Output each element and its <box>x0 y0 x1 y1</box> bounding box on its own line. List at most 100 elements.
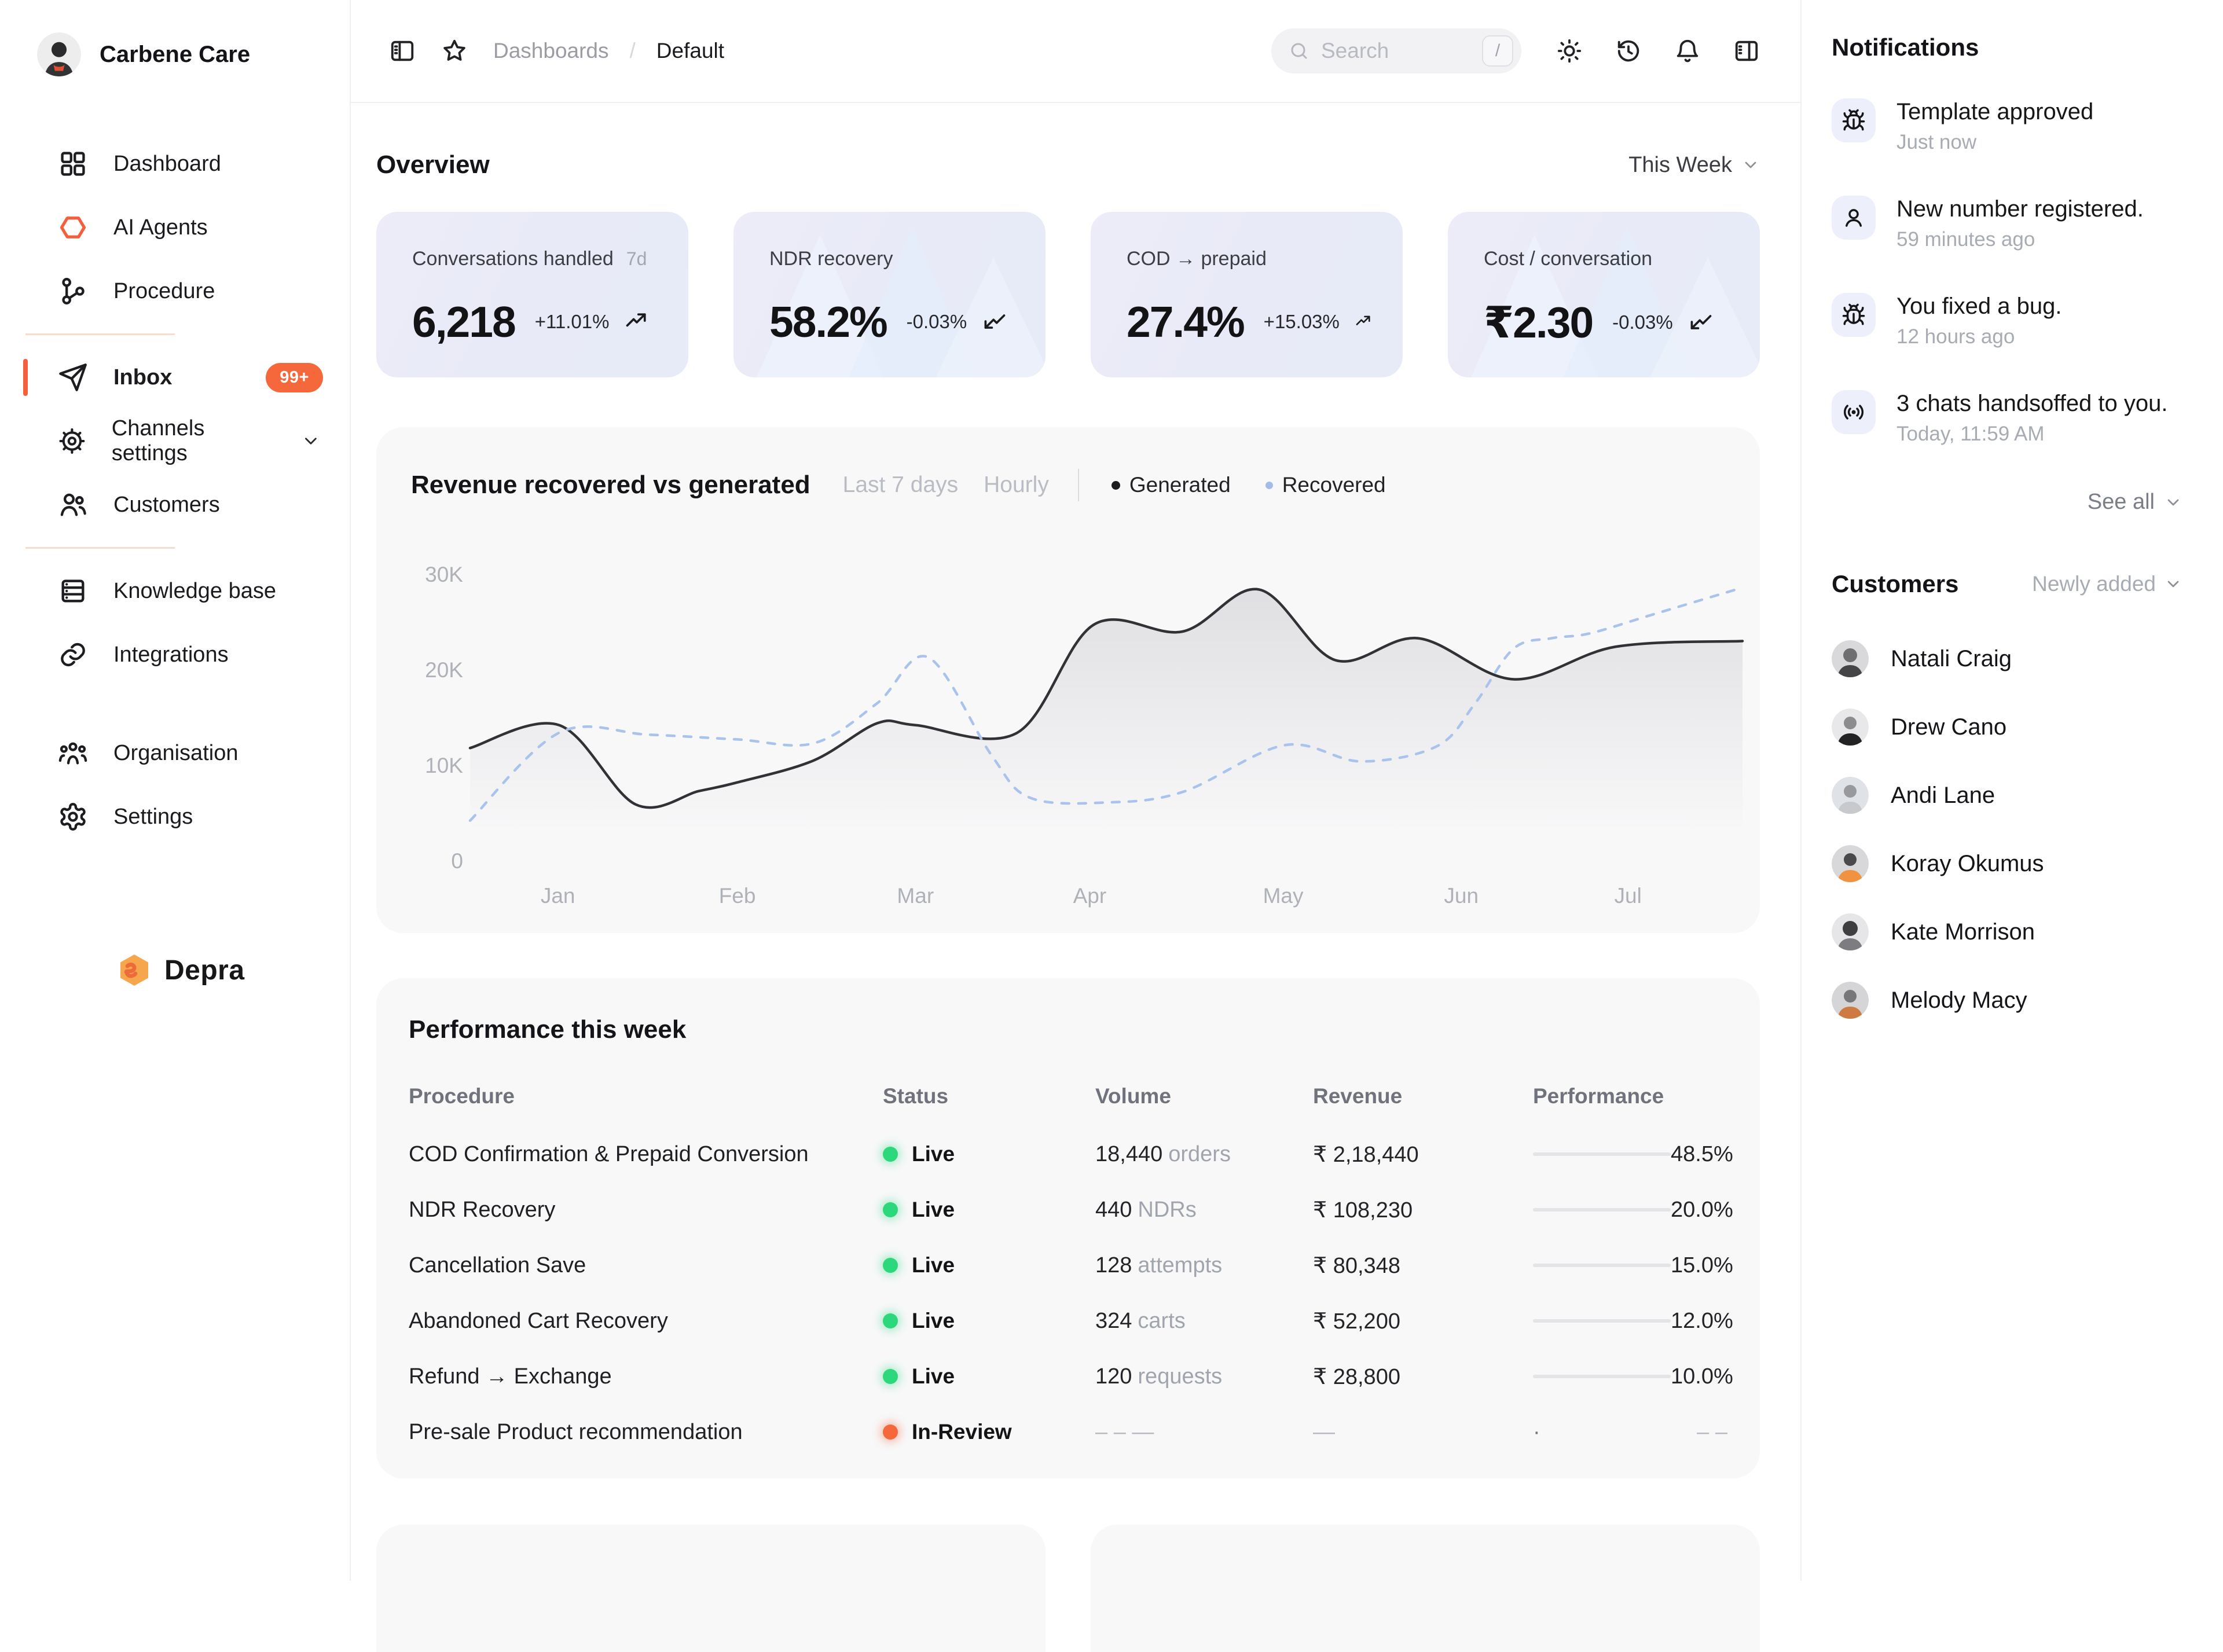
performance-table-header: Procedure Status Volume Revenue Performa… <box>409 1080 1727 1113</box>
sidebar-item-knowledge-base[interactable]: Knowledge base <box>0 559 350 623</box>
status-label: Live <box>912 1142 955 1166</box>
notification-chip <box>1832 390 1876 434</box>
bug-icon <box>1842 303 1865 325</box>
panel-left-toggle-icon[interactable] <box>389 38 416 64</box>
volume-value: 120 <box>1095 1364 1132 1389</box>
notifications-title: Notifications <box>1832 34 1979 61</box>
stat-value: ₹2.30 <box>1484 298 1594 347</box>
stat-card-cod-prepaid[interactable]: COD → prepaid 27.4% +15.03% <box>1091 212 1403 377</box>
sidebar-item-label: AI Agents <box>113 215 208 240</box>
search-bar[interactable]: / <box>1271 28 1521 74</box>
performance-percent: 10.0% <box>1671 1364 1733 1389</box>
theme-sun-icon[interactable] <box>1556 38 1583 64</box>
period-dropdown[interactable]: This Week <box>1628 153 1760 178</box>
performance-percent: 15.0% <box>1671 1253 1733 1277</box>
col-header-revenue: Revenue <box>1313 1084 1403 1108</box>
sidebar-item-organisation[interactable]: Organisation <box>0 721 350 785</box>
notification-time: Today, 11:59 AM <box>1896 423 2045 445</box>
status-dot <box>883 1202 898 1217</box>
trend-down-icon <box>1690 315 1712 329</box>
sidebar-item-label: Organisation <box>113 740 239 765</box>
volume-unit: attempts <box>1138 1253 1223 1277</box>
sidebar-divider <box>25 547 175 549</box>
sidebar-spacer <box>0 687 350 721</box>
see-all-notifications[interactable]: See all <box>1832 490 2182 515</box>
workspace-switcher[interactable]: Carbene Care <box>0 32 350 76</box>
performance-percent: 12.0% <box>1671 1308 1733 1333</box>
svg-text:Feb: Feb <box>719 884 756 908</box>
history-icon[interactable] <box>1615 38 1642 64</box>
table-row[interactable]: Abandoned Cart Recovery Live 324 carts ₹ … <box>409 1293 1733 1349</box>
sidebar-item-dashboard[interactable]: Dashboard <box>0 132 350 196</box>
breadcrumb-current: Default <box>656 39 725 63</box>
list-item[interactable]: Natali Craig <box>1832 625 2182 693</box>
revenue-line-chart[interactable]: 0 10K 20K 30K Jan Feb Mar Apr May Jun Jul <box>405 521 1760 926</box>
volume-unit: carts <box>1138 1308 1186 1333</box>
sidebar-item-label: Channels settings <box>111 416 205 465</box>
stat-card-cost-per-conversation[interactable]: Cost / conversation ₹2.30 -0.03% <box>1448 212 1760 377</box>
cog-icon <box>59 428 85 454</box>
list-item[interactable]: Andi Lane <box>1832 761 2182 829</box>
table-row[interactable]: Cancellation Save Live 128 attempts ₹ 80,… <box>409 1238 1733 1293</box>
sidebar-item-settings[interactable]: Settings <box>0 785 350 849</box>
right-panel: Notifications Template approved Just now… <box>1800 0 2223 1581</box>
sidebar-item-inbox[interactable]: Inbox 99+ <box>0 346 350 409</box>
performance-bar <box>1533 1152 1671 1156</box>
sidebar-item-ai-agents[interactable]: AI Agents <box>0 196 350 259</box>
brand-logo: Depra <box>0 954 350 986</box>
notification-item[interactable]: You fixed a bug. 12 hours ago <box>1832 293 2182 348</box>
sidebar-item-channels-settings[interactable]: Channels settings <box>0 409 350 473</box>
notification-time: 12 hours ago <box>1896 325 2015 348</box>
user-icon <box>1846 209 1862 227</box>
customer-name: Drew Cano <box>1891 714 2007 740</box>
stat-card-conversations[interactable]: Conversations handled 7d 6,218 +11.01% <box>376 212 688 377</box>
volume-unit: NDRs <box>1138 1197 1197 1222</box>
sidebar-item-label: Integrations <box>113 642 229 667</box>
stat-delta: -0.03% <box>906 311 967 332</box>
sidebar-item-procedure[interactable]: Procedure <box>0 259 350 323</box>
notifications-bell-icon[interactable] <box>1674 38 1701 64</box>
sidebar-item-label: Customers <box>113 492 220 517</box>
workspace-avatar <box>37 32 81 76</box>
chevron-down-icon[interactable] <box>301 431 321 451</box>
revenue-value: ₹ 52,200 <box>1313 1309 1400 1334</box>
stat-cards-row: Conversations handled 7d 6,218 +11.01% <box>376 212 1760 377</box>
table-row[interactable]: COD Confirmation & Prepaid Conversion Li… <box>409 1126 1733 1182</box>
table-row[interactable]: NDR Recovery Live 440 NDRs ₹ 108,230 20.0… <box>409 1182 1733 1238</box>
col-header-volume: Volume <box>1095 1084 1171 1108</box>
favorite-star-icon[interactable] <box>441 38 468 64</box>
stat-window-suffix: 7d <box>626 248 647 269</box>
list-item[interactable]: Melody Macy <box>1832 966 2182 1034</box>
notification-item[interactable]: Template approved Just now <box>1832 98 2182 154</box>
notifications-list: Template approved Just now New number re… <box>1832 98 2182 487</box>
sidebar-item-integrations[interactable]: Integrations <box>0 623 350 687</box>
knowledge-base-icon <box>61 579 85 603</box>
main-area: Dashboards / Default / Overview This Wee… <box>351 0 1800 1652</box>
performance-bar <box>1533 1208 1671 1212</box>
table-row[interactable]: Refund → Exchange Live 120 requests ₹ 28,… <box>409 1349 1733 1404</box>
card-watermark <box>756 226 1046 377</box>
panel-right-toggle-icon[interactable] <box>1733 38 1760 64</box>
search-input[interactable] <box>1321 39 1470 63</box>
stat-card-ndr-recovery[interactable]: NDR recovery 58.2% -0.03% <box>733 212 1046 377</box>
chart-legend: Generated Recovered <box>1111 473 1386 497</box>
table-row[interactable]: Pre-sale Product recommendation In-Revie… <box>409 1404 1727 1460</box>
list-item[interactable]: Kate Morrison <box>1832 898 2182 966</box>
breadcrumb-parent[interactable]: Dashboards <box>493 39 609 63</box>
dashboard-content: Overview This Week Conversations handled… <box>351 103 1800 1652</box>
list-item[interactable]: Koray Okumus <box>1832 829 2182 898</box>
status-label: In-Review <box>912 1420 1012 1444</box>
volume-value: 324 <box>1095 1308 1132 1333</box>
performance-title: Performance this week <box>409 1015 687 1044</box>
notification-item[interactable]: New number registered. 59 minutes ago <box>1832 196 2182 251</box>
chart-range-filter[interactable]: Last 7 days <box>842 472 959 497</box>
notification-chip <box>1832 293 1876 337</box>
chevron-down-icon <box>1745 161 1756 168</box>
customers-filter-dropdown[interactable]: Newly added <box>2032 572 2182 596</box>
breadcrumb-separator: / <box>629 39 636 63</box>
list-item[interactable]: Drew Cano <box>1832 693 2182 761</box>
sidebar-item-customers[interactable]: Customers <box>0 473 350 537</box>
chart-granularity-filter[interactable]: Hourly <box>984 472 1049 497</box>
notification-item[interactable]: 3 chats handsoffed to you. Today, 11:59 … <box>1832 390 2182 446</box>
svg-text:Jan: Jan <box>541 884 575 908</box>
